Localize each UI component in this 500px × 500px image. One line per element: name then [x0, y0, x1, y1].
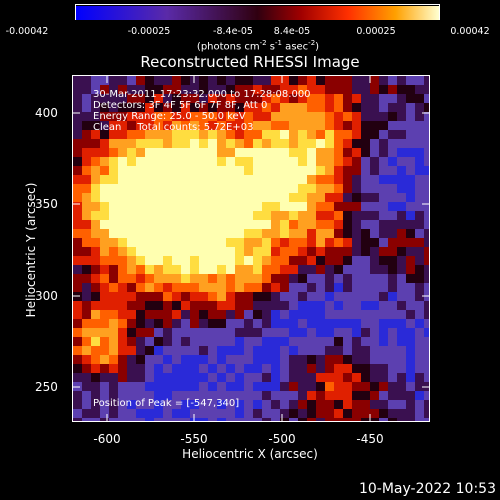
colorbar-units: (photons cm-2 s-1 asec-2): [196, 39, 320, 53]
info-energy-range: Energy Range: 25.0 - 50.0 keV: [93, 111, 246, 122]
rhessi-image: [72, 75, 430, 422]
colorbar-tick-label: 0.00025: [356, 26, 396, 37]
colorbar-gradient: [76, 6, 439, 20]
colorbar-tick-label: 0.00042: [450, 26, 490, 37]
footer-date: 10-May-2022 10:53: [358, 481, 496, 497]
x-axis-label: Heliocentric X (arcsec): [182, 447, 318, 461]
colorbar-tick-label: -0.00025: [127, 26, 171, 37]
y-tick-label: 350: [35, 197, 58, 211]
y-tick-label: 300: [35, 289, 58, 303]
colorbar-tick-label: -0.00042: [5, 26, 49, 37]
colorbar-tick-label: -8.4e-05: [213, 26, 253, 37]
info-peak-position: Position of Peak = [-547,340]: [93, 398, 240, 409]
y-axis-label: Heliocentric Y (arcsec): [24, 182, 38, 318]
x-tick-label: -550: [180, 432, 208, 446]
y-tick-label: 400: [35, 106, 58, 120]
colorbar-tick-label: 8.4e-05: [273, 26, 311, 37]
plot-title: Reconstructed RHESSI Image: [140, 53, 360, 71]
x-tick-label: -450: [356, 432, 384, 446]
y-tick-label: 250: [35, 380, 58, 394]
image-canvas: [73, 76, 429, 421]
x-tick-label: -600: [93, 432, 121, 446]
x-tick-label: -500: [268, 432, 296, 446]
colorbar: [75, 4, 440, 20]
info-detectors: Detectors: 3F 4F 5F 6F 7F 8F, Att 0: [93, 100, 268, 111]
info-counts: Clean Total counts: 5.72E+03: [93, 122, 254, 133]
info-time-range: 30-Mar-2011 17:23:32.000 to 17:28:08.000: [93, 89, 311, 100]
